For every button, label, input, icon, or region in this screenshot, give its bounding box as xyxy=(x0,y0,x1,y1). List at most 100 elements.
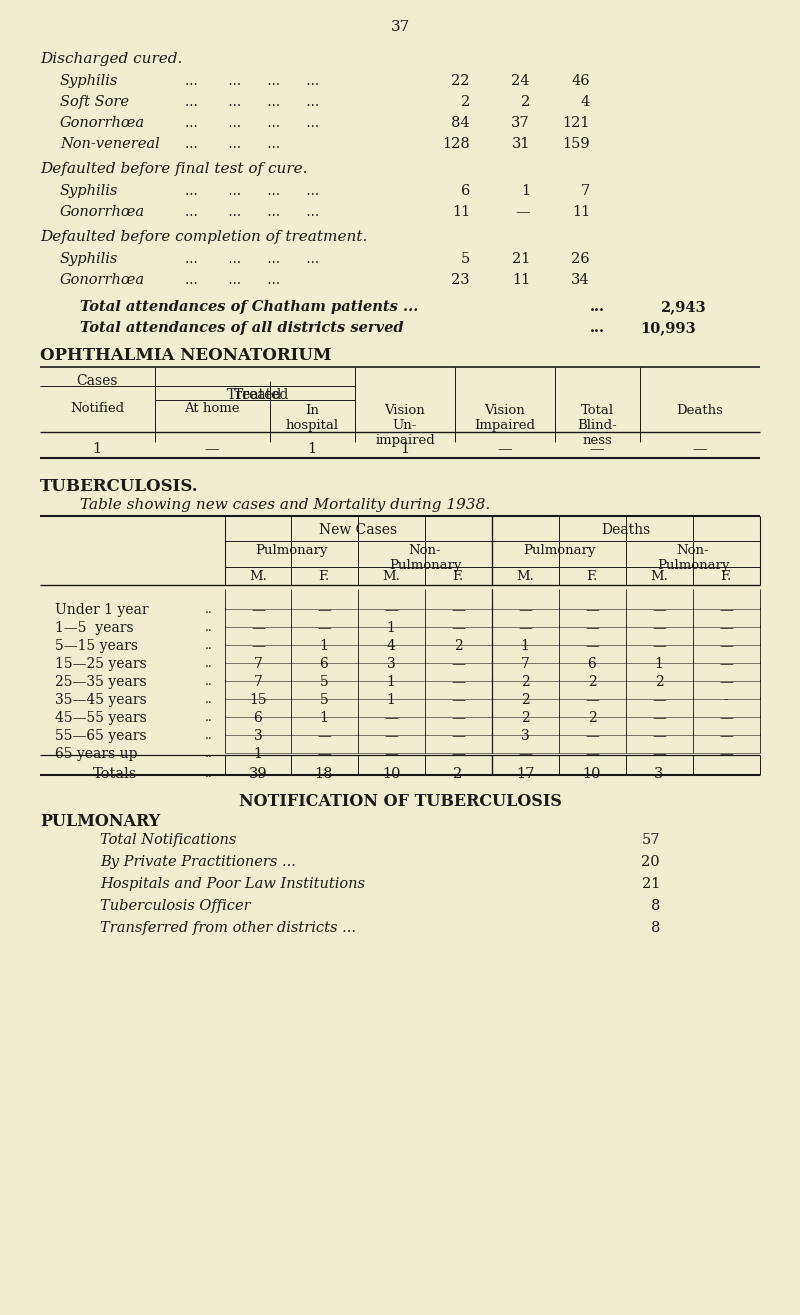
Text: Syphilis: Syphilis xyxy=(60,184,118,199)
Text: 65 years up: 65 years up xyxy=(55,747,138,761)
Text: ..: .. xyxy=(205,658,213,671)
Text: Gonorrhœa: Gonorrhœa xyxy=(60,116,145,130)
Text: 1: 1 xyxy=(386,621,395,635)
Text: 2: 2 xyxy=(588,711,596,725)
Text: 8: 8 xyxy=(650,899,660,913)
Text: ..: .. xyxy=(205,711,213,725)
Text: 18: 18 xyxy=(314,767,334,781)
Text: 3: 3 xyxy=(386,658,395,671)
Text: 7: 7 xyxy=(254,658,262,671)
Text: —: — xyxy=(585,621,599,635)
Text: 1: 1 xyxy=(521,639,530,654)
Text: 6: 6 xyxy=(254,711,262,725)
Text: —: — xyxy=(652,621,666,635)
Text: —: — xyxy=(451,693,465,707)
Text: 46: 46 xyxy=(571,74,590,88)
Text: —: — xyxy=(652,711,666,725)
Text: —: — xyxy=(719,747,733,761)
Text: ..: .. xyxy=(205,621,213,634)
Text: 1: 1 xyxy=(386,693,395,707)
Text: —: — xyxy=(317,604,331,617)
Text: —: — xyxy=(585,639,599,654)
Text: 2: 2 xyxy=(521,711,530,725)
Text: —: — xyxy=(251,621,265,635)
Text: ...       ...      ...      ...: ... ... ... ... xyxy=(185,116,319,130)
Text: —: — xyxy=(384,747,398,761)
Text: F.: F. xyxy=(318,569,330,583)
Text: —: — xyxy=(652,604,666,617)
Text: 4: 4 xyxy=(386,639,395,654)
Text: Syphilis: Syphilis xyxy=(60,74,118,88)
Text: ..: .. xyxy=(205,693,213,706)
Text: ...       ...      ...      ...: ... ... ... ... xyxy=(185,184,319,199)
Text: M.: M. xyxy=(650,569,668,583)
Text: Cases: Cases xyxy=(76,373,118,388)
Text: —: — xyxy=(451,658,465,671)
Text: Vision
Impaired: Vision Impaired xyxy=(474,404,535,433)
Text: At home: At home xyxy=(184,402,240,416)
Text: —: — xyxy=(585,693,599,707)
Text: 1: 1 xyxy=(254,747,262,761)
Text: M.: M. xyxy=(382,569,400,583)
Text: —: — xyxy=(585,604,599,617)
Text: 2: 2 xyxy=(521,675,530,689)
Text: 5—15 years: 5—15 years xyxy=(55,639,138,654)
Text: ...       ...      ...      ...: ... ... ... ... xyxy=(185,95,319,109)
Text: —: — xyxy=(719,675,733,689)
Text: 45—55 years: 45—55 years xyxy=(55,711,146,725)
Text: ..: .. xyxy=(205,604,213,615)
Text: 6: 6 xyxy=(320,658,328,671)
Text: 3: 3 xyxy=(654,767,664,781)
Text: —: — xyxy=(652,693,666,707)
Text: —: — xyxy=(719,621,733,635)
Text: —: — xyxy=(498,442,512,456)
Text: Notified: Notified xyxy=(70,402,124,416)
Text: 6: 6 xyxy=(588,658,596,671)
Text: 21: 21 xyxy=(642,877,660,892)
Text: —: — xyxy=(384,711,398,725)
Text: —: — xyxy=(585,747,599,761)
Text: Defaulted before final test of cure.: Defaulted before final test of cure. xyxy=(40,162,307,176)
Text: 5: 5 xyxy=(320,693,328,707)
Text: 1: 1 xyxy=(319,639,329,654)
Text: —: — xyxy=(317,747,331,761)
Text: Table showing new cases and Mortality during 1938.: Table showing new cases and Mortality du… xyxy=(80,498,490,512)
Text: 57: 57 xyxy=(642,832,660,847)
Text: 17: 17 xyxy=(516,767,534,781)
Text: 159: 159 xyxy=(562,137,590,151)
Text: Gonorrhœa: Gonorrhœa xyxy=(60,205,145,220)
Text: 3: 3 xyxy=(254,729,262,743)
Text: —: — xyxy=(205,442,219,456)
Text: —: — xyxy=(652,729,666,743)
Text: Syphilis: Syphilis xyxy=(60,252,118,266)
Text: 1: 1 xyxy=(307,442,317,456)
Text: 11: 11 xyxy=(452,205,470,220)
Text: 8: 8 xyxy=(650,920,660,935)
Text: ...       ...      ...: ... ... ... xyxy=(185,137,280,151)
Text: F.: F. xyxy=(452,569,464,583)
Text: 2: 2 xyxy=(454,767,462,781)
Text: 7: 7 xyxy=(521,658,530,671)
Text: Discharged cured.: Discharged cured. xyxy=(40,53,182,66)
Text: New Cases: New Cases xyxy=(319,523,397,537)
Text: 11: 11 xyxy=(512,274,530,287)
Text: ..: .. xyxy=(205,675,213,688)
Text: 1: 1 xyxy=(319,711,329,725)
Text: Vision
Un-
impaired: Vision Un- impaired xyxy=(375,404,435,447)
Text: —: — xyxy=(317,729,331,743)
Text: ...: ... xyxy=(590,321,605,335)
Text: Defaulted before completion of treatment.: Defaulted before completion of treatment… xyxy=(40,230,367,245)
Text: 1: 1 xyxy=(93,442,102,456)
Text: 1: 1 xyxy=(654,658,663,671)
Text: Treated: Treated xyxy=(234,388,290,402)
Text: 34: 34 xyxy=(571,274,590,287)
Text: Pulmonary: Pulmonary xyxy=(522,544,595,558)
Text: —: — xyxy=(719,729,733,743)
Text: 2: 2 xyxy=(521,693,530,707)
Text: -: - xyxy=(724,693,728,707)
Text: —: — xyxy=(719,639,733,654)
Text: 6: 6 xyxy=(461,184,470,199)
Text: M.: M. xyxy=(516,569,534,583)
Text: 37: 37 xyxy=(390,20,410,34)
Text: ...       ...      ...      ...: ... ... ... ... xyxy=(185,252,319,266)
